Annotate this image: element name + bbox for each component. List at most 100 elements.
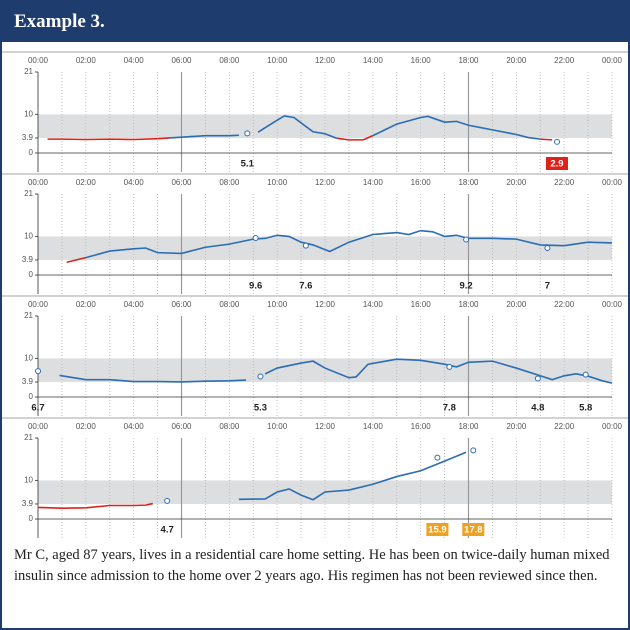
x-tick-label: 00:00 <box>28 178 49 187</box>
reading-label: 9.6 <box>249 281 262 292</box>
y-tick-label: 0 <box>29 514 34 523</box>
x-tick-label: 00:00 <box>28 56 49 65</box>
glucose-line <box>66 256 87 264</box>
glucose-line <box>336 134 374 141</box>
x-tick-label: 18:00 <box>458 300 479 309</box>
scan-point <box>463 236 470 243</box>
scan-point <box>164 497 171 504</box>
header: Example 3. <box>2 2 628 42</box>
x-tick-label: 06:00 <box>171 422 192 431</box>
x-tick-label: 18:00 <box>458 178 479 187</box>
x-tick-label: 16:00 <box>411 422 432 431</box>
caption: Mr C, aged 87 years, lives in a resident… <box>14 547 610 584</box>
scan-point <box>544 245 551 251</box>
reading-label: 7 <box>545 281 550 292</box>
x-tick-label: 00:00 <box>28 300 49 309</box>
reading-label: 9.2 <box>459 281 472 292</box>
y-tick-label: 10 <box>24 476 33 485</box>
x-tick-label: 08:00 <box>219 300 240 309</box>
reading-label: 15.9 <box>428 525 447 536</box>
y-tick-label: 10 <box>24 110 33 119</box>
scan-point <box>470 447 477 454</box>
scan-point <box>446 363 453 370</box>
glucose-line <box>540 138 553 141</box>
scan-point <box>582 371 589 378</box>
charts: 00:00 02:00 04:00 06:00 08:00 10:00 12:00 14:00… <box>2 51 628 538</box>
x-tick-label: 16:00 <box>411 56 432 65</box>
glucose-line <box>59 374 247 383</box>
x-tick-label: 06:00 <box>171 300 192 309</box>
reading-label: 2.9 <box>550 159 563 170</box>
x-tick-label: 22:00 <box>554 178 575 187</box>
x-tick-label: 00:00 <box>602 56 623 65</box>
scan-point <box>302 242 309 249</box>
scan-point <box>257 373 264 380</box>
x-tick-label: 06:00 <box>171 56 192 65</box>
reading-label: 7.8 <box>443 403 456 414</box>
reading-box <box>426 523 449 536</box>
x-tick-label: 10:00 <box>267 422 288 431</box>
y-tick-label: 0 <box>29 148 34 157</box>
x-tick-label: 14:00 <box>363 56 384 65</box>
x-tick-label: 02:00 <box>76 300 97 309</box>
glucose-line <box>47 137 170 141</box>
x-tick-label: 16:00 <box>411 178 432 187</box>
x-tick-label: 02:00 <box>76 422 97 431</box>
x-tick-label: 04:00 <box>124 300 145 309</box>
glucose-line <box>37 502 153 510</box>
x-tick-label: 00:00 <box>602 178 623 187</box>
x-tick-label: 22:00 <box>554 300 575 309</box>
glucose-line <box>169 134 239 139</box>
y-tick-label: 3.9 <box>22 133 34 142</box>
x-tick-label: 04:00 <box>124 178 145 187</box>
scan-point <box>35 368 41 375</box>
reading-box <box>462 523 485 536</box>
x-tick-label: 12:00 <box>315 300 336 309</box>
y-tick-label: 0 <box>29 392 34 401</box>
x-tick-label: 14:00 <box>363 178 384 187</box>
y-tick-label: 21 <box>24 189 33 198</box>
reading-label: 7.6 <box>299 281 312 292</box>
scan-point <box>434 454 441 461</box>
x-tick-label: 02:00 <box>76 56 97 65</box>
x-tick-label: 22:00 <box>554 422 575 431</box>
glucose-line <box>238 451 467 501</box>
reading-label: 4.7 <box>161 525 174 536</box>
x-tick-label: 00:00 <box>28 422 49 431</box>
reading-label: 5.1 <box>241 159 255 170</box>
x-tick-label: 04:00 <box>124 56 145 65</box>
y-tick-label: 10 <box>24 354 33 363</box>
y-tick-label: 21 <box>24 433 33 442</box>
glucose-line <box>85 229 613 259</box>
x-tick-label: 18:00 <box>458 422 479 431</box>
x-tick-label: 20:00 <box>506 300 527 309</box>
x-tick-label: 18:00 <box>458 56 479 65</box>
reading-label: 17.8 <box>464 525 483 536</box>
reading-label: 5.3 <box>254 403 267 414</box>
x-tick-label: 00:00 <box>602 300 623 309</box>
reading-label: 6.7 <box>31 403 44 414</box>
x-tick-label: 06:00 <box>171 178 192 187</box>
x-tick-label: 14:00 <box>363 422 384 431</box>
x-tick-label: 12:00 <box>315 56 336 65</box>
y-tick-label: 3.9 <box>22 499 34 508</box>
scan-point <box>553 138 560 145</box>
glucose-line <box>257 115 338 140</box>
reading-label: 5.8 <box>579 403 592 414</box>
y-tick-label: 21 <box>24 311 33 320</box>
y-tick-label: 0 <box>29 270 34 279</box>
x-tick-label: 02:00 <box>76 178 97 187</box>
x-tick-label: 10:00 <box>267 178 288 187</box>
y-tick-label: 3.9 <box>22 377 34 386</box>
scan-point <box>252 234 259 241</box>
y-tick-label: 21 <box>24 67 33 76</box>
x-tick-label: 16:00 <box>411 300 432 309</box>
x-tick-label: 20:00 <box>506 56 527 65</box>
x-tick-label: 04:00 <box>124 422 145 431</box>
x-tick-label: 10:00 <box>267 56 288 65</box>
x-tick-label: 14:00 <box>363 300 384 309</box>
x-tick-label: 20:00 <box>506 422 527 431</box>
scan-point <box>534 375 541 382</box>
x-tick-label: 10:00 <box>267 300 288 309</box>
